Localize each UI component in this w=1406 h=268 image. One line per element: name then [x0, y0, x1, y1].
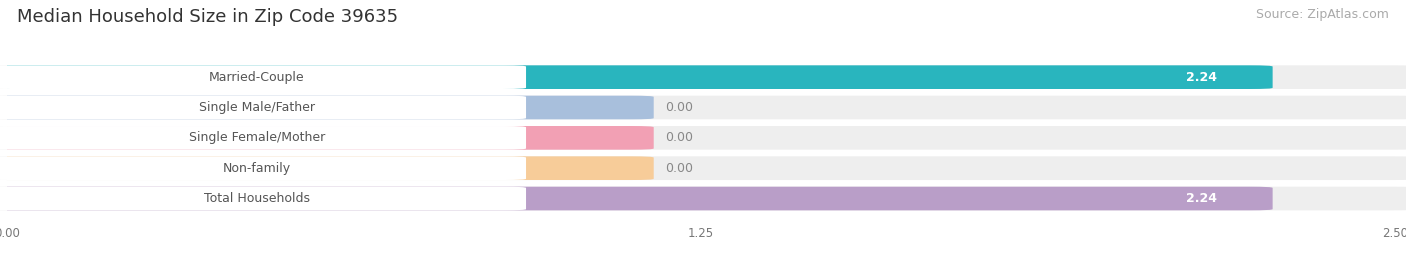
FancyBboxPatch shape — [0, 96, 526, 119]
FancyBboxPatch shape — [0, 65, 526, 89]
FancyBboxPatch shape — [0, 65, 1272, 89]
Text: 0.00: 0.00 — [665, 131, 693, 144]
FancyBboxPatch shape — [0, 126, 654, 150]
Text: 2.24: 2.24 — [1187, 71, 1218, 84]
Text: Median Household Size in Zip Code 39635: Median Household Size in Zip Code 39635 — [17, 8, 398, 26]
Text: 0.00: 0.00 — [665, 101, 693, 114]
FancyBboxPatch shape — [0, 187, 1406, 210]
Text: Non-family: Non-family — [222, 162, 291, 175]
FancyBboxPatch shape — [0, 187, 1272, 210]
Text: 0.00: 0.00 — [665, 162, 693, 175]
Text: Single Female/Mother: Single Female/Mother — [188, 131, 325, 144]
FancyBboxPatch shape — [0, 156, 654, 180]
FancyBboxPatch shape — [0, 187, 526, 210]
FancyBboxPatch shape — [0, 156, 1406, 180]
FancyBboxPatch shape — [0, 96, 654, 119]
FancyBboxPatch shape — [0, 65, 1406, 89]
Text: Source: ZipAtlas.com: Source: ZipAtlas.com — [1256, 8, 1389, 21]
Text: Total Households: Total Households — [204, 192, 309, 205]
FancyBboxPatch shape — [0, 96, 1406, 119]
FancyBboxPatch shape — [0, 126, 526, 150]
FancyBboxPatch shape — [0, 156, 526, 180]
FancyBboxPatch shape — [0, 126, 1406, 150]
Text: 2.24: 2.24 — [1187, 192, 1218, 205]
Text: Married-Couple: Married-Couple — [209, 71, 305, 84]
Text: Single Male/Father: Single Male/Father — [198, 101, 315, 114]
